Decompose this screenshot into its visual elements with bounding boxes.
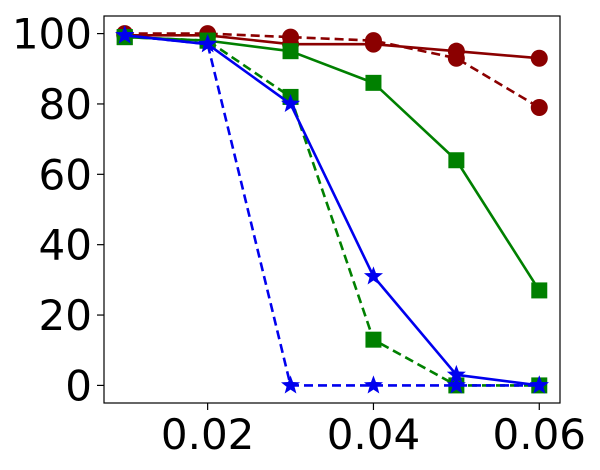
x-axis: 0.02 0.04 0.06 [161,403,586,459]
data-point [364,32,382,50]
data-point [530,98,548,116]
data-point [281,93,301,113]
data-point [363,266,383,285]
y-tick-label: 100 [12,10,92,59]
series-5 [115,25,549,394]
data-point [281,375,301,394]
x-tick-label: 0.04 [327,410,421,459]
data-point [529,375,549,394]
data-point [282,28,300,46]
data-point [447,49,465,67]
y-tick-label: 20 [39,291,92,340]
data-point [446,375,466,394]
x-tick-label: 0.06 [493,410,587,459]
y-tick-label: 80 [39,80,92,129]
series-line [124,35,540,387]
data-point [446,364,466,383]
series-line [124,34,540,387]
y-tick-label: 0 [65,361,92,410]
series-line [124,34,540,60]
series-line [124,34,540,387]
y-tick-label: 60 [39,150,92,199]
y-axis: 0 20 40 60 80 100 [12,10,104,410]
data-point [198,34,218,53]
y-tick-label: 40 [39,221,92,270]
data-point [282,43,299,60]
data-point [365,331,382,348]
series-line [124,35,541,292]
x-tick-label: 0.02 [161,410,255,459]
data-point [363,375,383,394]
plot-frame [103,15,561,404]
series-layer [115,25,549,394]
data-point [448,152,465,169]
data-point [530,49,548,67]
data-point [531,282,548,299]
data-point [115,25,135,44]
data-point [365,74,382,91]
